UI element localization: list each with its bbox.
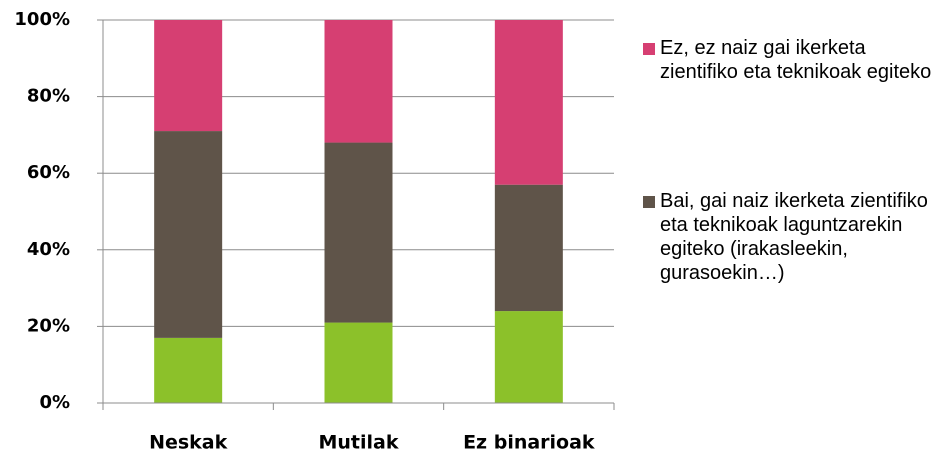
y-tick-label: 60% [27,162,70,183]
bar-segment [494,20,563,185]
bar-segment [324,142,393,323]
legend-item: Bai, gai naiz ikerketa zientifiko eta te… [643,189,933,285]
bar-segment [324,322,393,403]
legend-swatch [643,43,655,55]
y-tick-label: 20% [27,315,70,336]
y-tick-label: 100% [14,9,70,30]
x-tick-label: Ez binarioak [463,432,595,454]
y-tick-label: 40% [27,239,70,260]
bar-segment [154,20,223,132]
x-tick-label: Neskak [149,432,228,454]
bar-segment [494,311,563,403]
legend-label: Bai, gai naiz ikerketa zientifiko eta te… [660,190,928,284]
legend-swatch [643,196,655,208]
bar-segment [154,337,223,403]
y-tick-label: 80% [27,86,70,107]
legend-label: Ez, ez naiz gai ikerketa zientifiko eta … [660,37,932,83]
bar-segment [494,184,563,312]
y-tick-label: 0% [39,392,70,413]
bar-segment [154,131,223,338]
bar-segment [324,20,393,143]
legend-item: Ez, ez naiz gai ikerketa zientifiko eta … [643,36,933,84]
x-tick-label: Mutilak [319,432,399,454]
